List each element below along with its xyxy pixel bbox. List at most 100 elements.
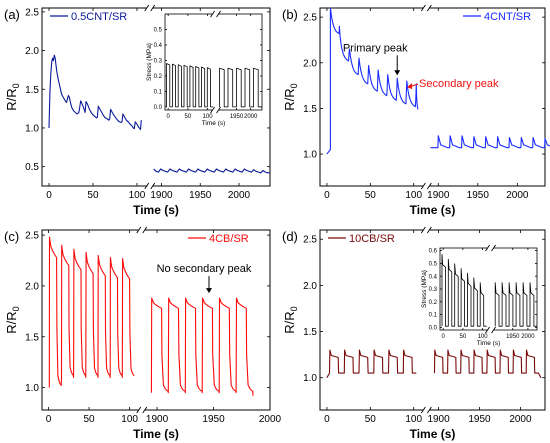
x-tick-label: 50: [365, 190, 377, 201]
axis-break-mark: [144, 4, 150, 12]
y-tick-label: 0.3: [429, 287, 438, 293]
legend-label: 4CB/SR: [209, 233, 249, 245]
panel-label: (b): [282, 7, 298, 22]
axis-break-mark: [144, 182, 150, 190]
x-tick-label: 1950: [467, 190, 490, 201]
axis-break-gap: [487, 246, 494, 250]
axis-break-mark: [421, 182, 426, 190]
x-axis-label: Time (s): [410, 203, 456, 217]
x-tick-label: 2000: [244, 114, 258, 120]
y-tick-label: 0.4: [429, 274, 438, 280]
axis-break-mark: [421, 4, 426, 12]
axis-break-mark: [427, 406, 432, 414]
x-tick-label: 2000: [259, 414, 282, 425]
plot-frame: [41, 7, 271, 187]
y-axis-label: R/R0: [4, 306, 21, 333]
axis-break-gap: [146, 6, 153, 10]
y-tick-label: 2.5: [303, 13, 317, 24]
axis-break-mark: [216, 106, 221, 114]
y-axis-label-main: R/R: [282, 311, 297, 333]
x-tick-label: 100: [129, 190, 146, 201]
y-tick-label: 2.0: [25, 46, 39, 57]
chart-panel-a: 0.51.01.52.02.50 50 100 1900 1950 20000.5CNT/…: [4, 4, 271, 217]
x-tick-label: 1900: [146, 414, 169, 425]
x-tick-label: 100: [203, 114, 214, 120]
x-tick-label: 1950: [230, 114, 244, 120]
y-tick-label: 0.3: [154, 59, 163, 65]
inset-series-line: [219, 67, 262, 108]
axis-break-mark: [427, 182, 432, 190]
axis-break-gap: [423, 408, 430, 412]
series-line-segment1: [326, 349, 417, 378]
axis-break-mark: [491, 326, 496, 334]
y-tick-label: 2.5: [25, 7, 39, 18]
y-tick-label: 0.1: [429, 313, 438, 319]
axis-break-gap: [212, 12, 219, 16]
panel-label: (a): [4, 7, 20, 22]
x-tick-label: 50: [460, 334, 467, 340]
annotation-arrowhead: [407, 83, 413, 90]
x-tick-label: 0: [441, 334, 445, 340]
axis-break-mark: [136, 226, 142, 234]
annotation-arrowhead: [206, 288, 213, 294]
x-tick-label: 1950: [189, 190, 212, 201]
x-tick-label: 1900: [427, 414, 450, 425]
x-tick-label: 0: [46, 190, 52, 201]
y-tick-label: 0.6: [429, 249, 438, 255]
x-tick-label: 2000: [228, 190, 251, 201]
x-tick-label: 0: [166, 114, 170, 120]
y-tick-label: 1.0: [25, 383, 39, 394]
y-tick-label: 0.5: [429, 261, 438, 267]
y-axis-label-subscript: 0: [11, 83, 21, 88]
inset-x-axis-label: Time (s): [202, 120, 226, 127]
x-axis-label: Time (s): [133, 427, 179, 441]
axis-break-mark: [150, 4, 156, 12]
x-tick-label: 1950: [468, 414, 491, 425]
panel-label: (c): [4, 229, 19, 244]
plot-frame: [41, 229, 271, 411]
y-tick-label: 2.5: [25, 231, 39, 242]
x-tick-label: 1900: [150, 190, 173, 201]
x-tick-label: 100: [405, 414, 422, 425]
chart-panel-d: 1.01.52.02.50 50 100 1900 1950 200010CB/SR(d)…: [282, 226, 546, 441]
axis-break-mark: [210, 10, 215, 18]
plot-frame: [319, 7, 546, 187]
x-tick-label: 50: [185, 114, 192, 120]
axis-break-mark: [421, 226, 426, 234]
y-tick-label: 1.5: [303, 104, 317, 115]
inset-chart: 0.0 0.1 0.2 0.3 0.4 0.5 0.6 0 50 100 1950 2000 Time …: [421, 244, 538, 347]
inset-y-axis-label: Stress (MPa): [421, 270, 428, 308]
axis-break-gap: [212, 108, 219, 112]
axis-break-gap: [146, 184, 153, 188]
axis-break-mark: [216, 10, 221, 18]
y-tick-label: 0.4: [154, 43, 163, 49]
legend-label: 0.5CNT/SR: [71, 11, 127, 23]
axis-break-mark: [210, 106, 215, 114]
y-axis-label: R/R0: [4, 83, 21, 110]
y-tick-label: 1.5: [25, 332, 39, 343]
y-tick-label: 0.0: [154, 105, 163, 111]
y-tick-label: 0.1: [154, 90, 163, 96]
y-tick-label: 0.2: [154, 74, 163, 80]
inset-y-axis-label: Stress (MPa): [146, 43, 153, 81]
axis-break-gap: [138, 408, 145, 412]
legend-label: 4CNT/SR: [484, 11, 531, 23]
annotation-primary-peak: Primary peak: [343, 42, 408, 54]
y-tick-label: 1.0: [303, 150, 317, 161]
y-tick-label: 2.0: [303, 281, 317, 292]
plot-frame: [319, 229, 546, 411]
x-tick-label: 2000: [509, 414, 532, 425]
y-tick-label: 2.5: [303, 235, 317, 246]
x-tick-label: 0: [324, 414, 330, 425]
y-axis-label-subscript: 0: [11, 306, 21, 311]
axis-break-gap: [138, 228, 145, 232]
x-tick-label: 1950: [506, 334, 520, 340]
axis-break-gap: [423, 184, 430, 188]
axis-break-mark: [421, 406, 426, 414]
series-line-segment1: [326, 7, 419, 155]
x-tick-label: 100: [478, 334, 489, 340]
axis-break-gap: [487, 328, 494, 332]
panel-label: (d): [282, 229, 298, 244]
y-axis-label-subscript: 0: [289, 306, 299, 311]
